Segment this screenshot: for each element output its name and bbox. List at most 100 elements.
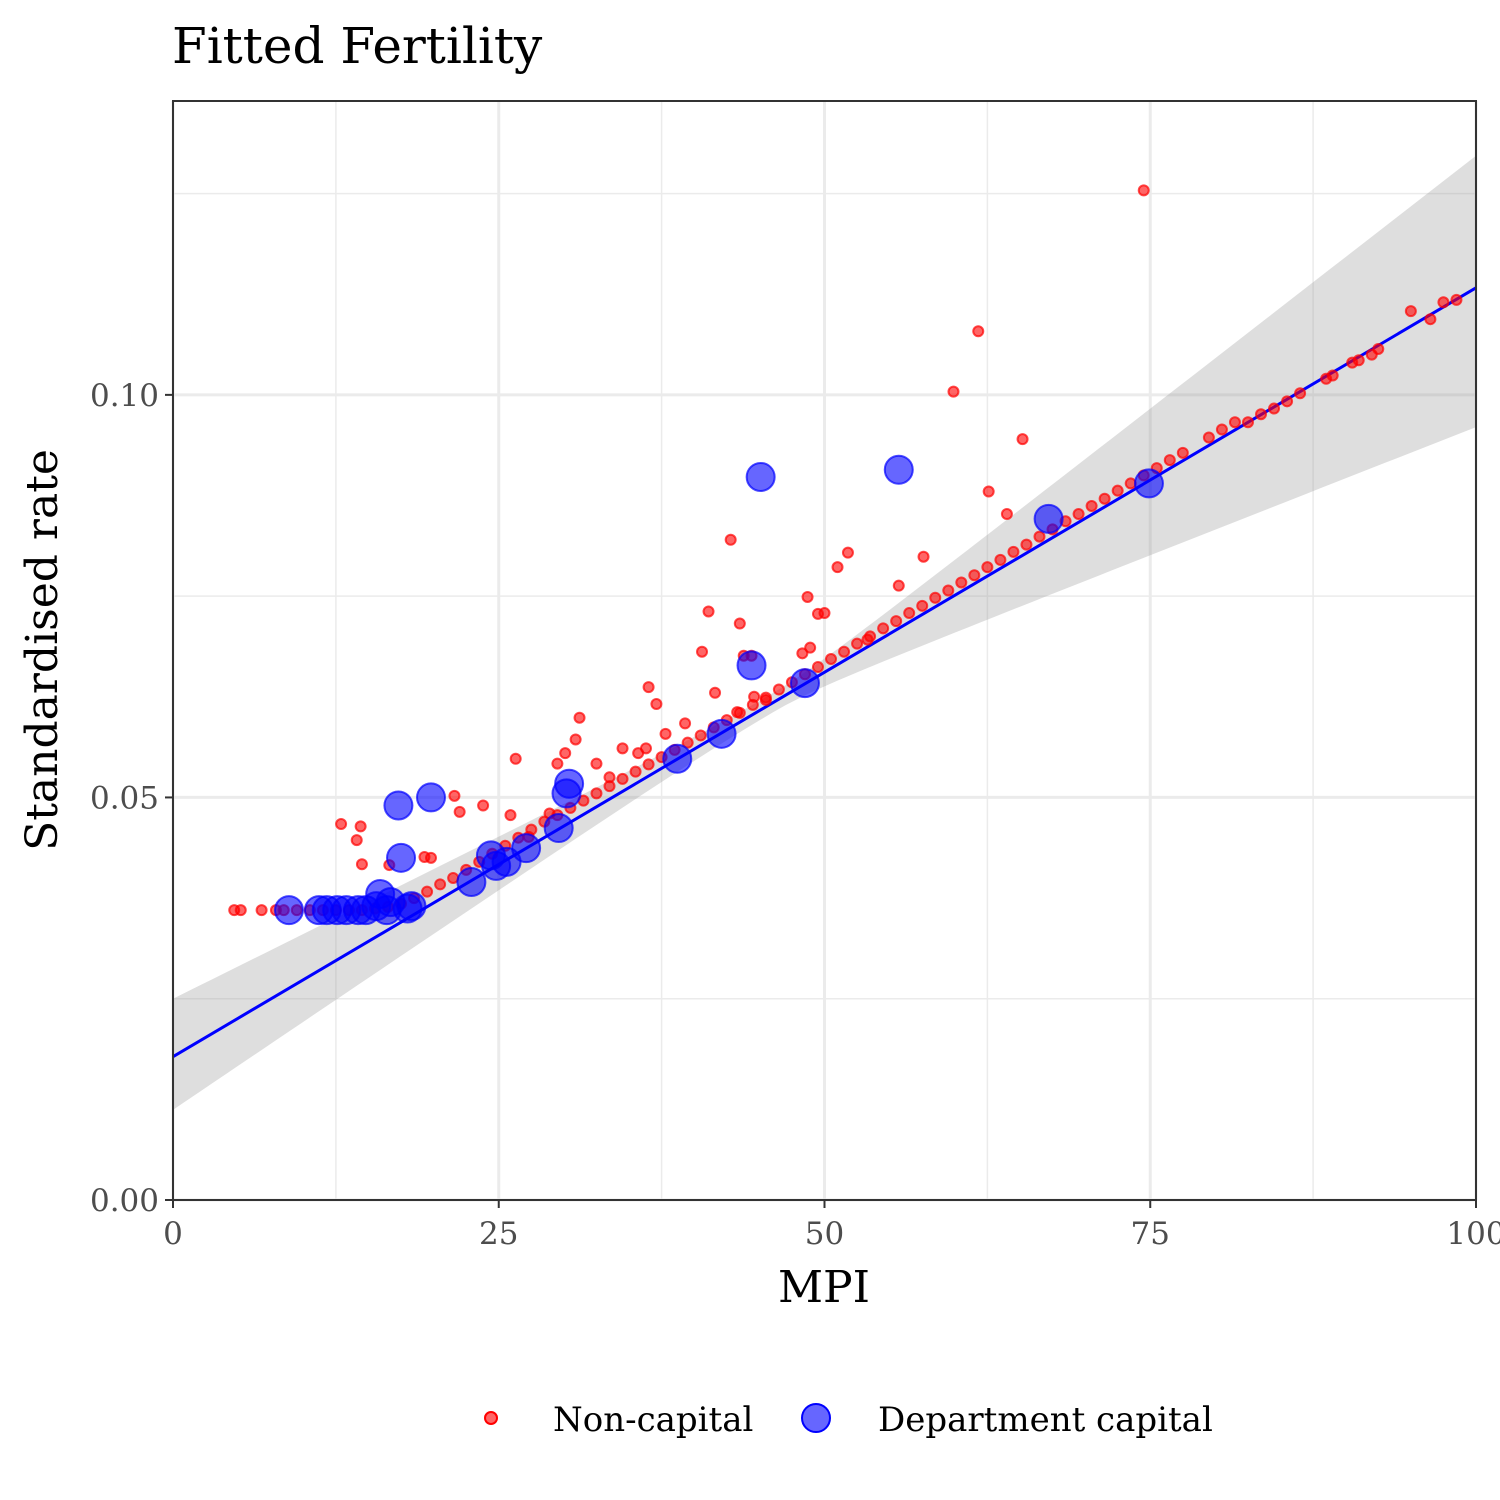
point-non-capital	[335, 818, 348, 831]
point-non-capital	[234, 904, 247, 917]
point-non-capital	[629, 765, 642, 778]
point-non-capital	[559, 747, 572, 760]
point-non-capital	[1098, 492, 1111, 505]
point-department-capital	[662, 743, 693, 774]
point-department-capital	[456, 866, 487, 897]
legend-label-department-capital: Department capital	[878, 1400, 1213, 1440]
point-non-capital	[1437, 296, 1450, 309]
point-non-capital	[350, 834, 363, 847]
point-non-capital	[679, 717, 692, 730]
point-non-capital	[1281, 395, 1294, 408]
point-non-capital	[724, 533, 737, 546]
point-non-capital	[642, 681, 655, 694]
point-department-capital	[745, 461, 776, 492]
x-axis: 0 25 50 75 100	[163, 1200, 1500, 1252]
point-non-capital	[733, 617, 746, 630]
point-non-capital	[861, 633, 874, 646]
point-non-capital	[424, 851, 437, 864]
point-non-capital	[968, 569, 981, 582]
point-non-capital	[590, 787, 603, 800]
point-non-capital	[890, 615, 903, 628]
point-non-capital	[616, 772, 629, 785]
point-non-capital	[1111, 484, 1124, 497]
point-non-capital	[1016, 433, 1029, 446]
point-department-capital	[511, 833, 542, 864]
point-non-capital	[616, 742, 629, 755]
series-department-capital	[273, 454, 1164, 926]
point-non-capital	[569, 733, 582, 746]
point-non-capital	[421, 885, 434, 898]
point-department-capital	[543, 813, 574, 844]
point-non-capital	[841, 546, 854, 559]
point-department-capital	[396, 891, 427, 922]
point-non-capital	[642, 758, 655, 771]
chart-title: Fitted Fertility	[172, 17, 543, 75]
x-tick-label: 75	[1131, 1216, 1170, 1252]
point-non-capital	[892, 579, 905, 592]
point-non-capital	[851, 637, 864, 650]
point-non-capital	[1215, 423, 1228, 436]
y-tick-label: 0.00	[90, 1183, 159, 1219]
point-non-capital	[603, 771, 616, 784]
point-non-capital	[551, 757, 564, 770]
point-non-capital	[434, 878, 447, 891]
legend-label-non-capital: Non-capital	[553, 1400, 753, 1440]
x-tick-label: 25	[479, 1216, 518, 1252]
point-non-capital	[590, 757, 603, 770]
point-non-capital	[1228, 416, 1241, 429]
point-non-capital	[1424, 313, 1437, 326]
point-department-capital	[1033, 503, 1064, 534]
y-axis: 0.00 0.05 0.10	[90, 378, 173, 1219]
x-tick-label: 100	[1446, 1216, 1500, 1252]
point-non-capital	[709, 686, 722, 699]
point-non-capital	[1294, 387, 1307, 400]
point-department-capital	[789, 668, 820, 699]
point-non-capital	[1326, 369, 1339, 382]
point-non-capital	[804, 641, 817, 654]
point-non-capital	[1137, 184, 1150, 197]
point-non-capital	[1085, 499, 1098, 512]
point-non-capital	[1372, 342, 1385, 355]
point-non-capital	[825, 652, 838, 665]
x-tick-label: 50	[805, 1216, 844, 1252]
point-department-capital	[273, 895, 304, 926]
point-non-capital	[759, 694, 772, 707]
point-non-capital	[972, 325, 985, 338]
point-non-capital	[477, 799, 490, 812]
point-non-capital	[955, 576, 968, 589]
point-non-capital	[811, 661, 824, 674]
y-tick-label: 0.05	[90, 780, 159, 816]
point-non-capital	[1352, 354, 1365, 367]
point-non-capital	[354, 820, 367, 833]
point-department-capital	[386, 842, 417, 873]
point-non-capital	[801, 590, 814, 603]
point-non-capital	[1163, 454, 1176, 467]
point-non-capital	[448, 789, 461, 802]
point-non-capital	[650, 698, 663, 711]
point-non-capital	[818, 607, 831, 620]
point-non-capital	[1072, 508, 1085, 521]
point-non-capital	[1255, 408, 1268, 421]
point-department-capital	[883, 454, 914, 485]
y-axis-title: Standardised rate	[17, 449, 68, 851]
point-non-capital	[903, 607, 916, 620]
point-non-capital	[831, 561, 844, 574]
point-department-capital	[383, 790, 414, 821]
point-non-capital	[917, 550, 930, 563]
point-department-capital	[736, 650, 767, 681]
point-department-capital	[1133, 468, 1164, 499]
point-non-capital	[659, 727, 672, 740]
point-non-capital	[929, 591, 942, 604]
point-non-capital	[696, 645, 709, 658]
point-non-capital	[573, 711, 586, 724]
point-non-capital	[748, 690, 761, 703]
legend-key-non-capital	[484, 1411, 498, 1425]
point-non-capital	[702, 605, 715, 618]
point-non-capital	[355, 858, 368, 871]
point-non-capital	[694, 729, 707, 742]
point-non-capital	[942, 584, 955, 597]
point-department-capital	[415, 782, 446, 813]
point-non-capital	[981, 561, 994, 574]
legend: Non-capital Department capital	[484, 1400, 1213, 1440]
